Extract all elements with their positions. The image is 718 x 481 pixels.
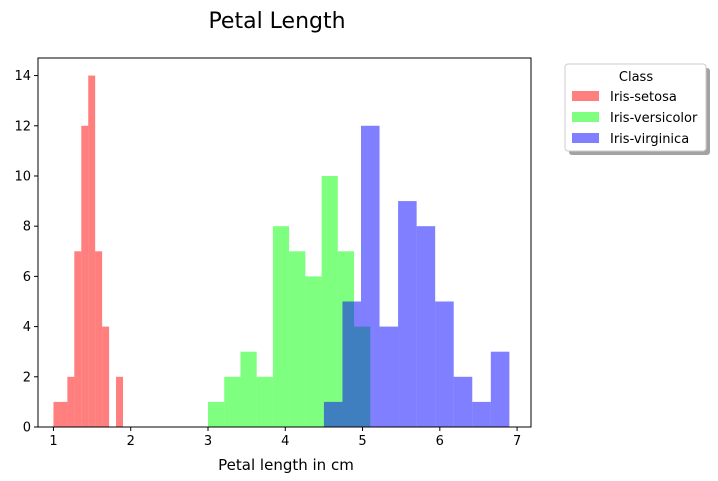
bar-iris-virginica-3 bbox=[379, 326, 399, 427]
x-tick-label: 3 bbox=[204, 434, 212, 449]
y-tick-label: 14 bbox=[14, 69, 31, 84]
legend-label: Iris-versicolor bbox=[610, 111, 698, 126]
bar-iris-setosa-1 bbox=[60, 401, 68, 427]
x-tick-label: 6 bbox=[436, 434, 444, 449]
x-tick-label: 5 bbox=[358, 434, 366, 449]
bar-iris-virginica-7 bbox=[453, 376, 473, 427]
bar-iris-versicolor-3 bbox=[256, 376, 273, 427]
bar-iris-setosa-2 bbox=[67, 376, 75, 427]
bar-iris-setosa-0 bbox=[53, 401, 61, 427]
x-axis: 1 2 3 4 5 6 7 bbox=[49, 427, 521, 449]
bar-iris-versicolor-7 bbox=[321, 175, 338, 427]
bar-iris-setosa-6 bbox=[95, 251, 103, 427]
legend-swatch bbox=[572, 112, 599, 122]
x-axis-label: Petal length in cm bbox=[218, 456, 354, 474]
y-tick-label: 2 bbox=[23, 370, 31, 385]
legend-swatch bbox=[572, 91, 599, 101]
bar-iris-virginica-4 bbox=[398, 201, 417, 427]
bar-iris-versicolor-2 bbox=[240, 351, 257, 427]
bar-iris-setosa-7 bbox=[102, 326, 110, 427]
legend-entries: Iris-setosa Iris-versicolor Iris-virginica bbox=[572, 90, 698, 147]
legend-title: Class bbox=[619, 70, 653, 85]
bar-iris-virginica-9 bbox=[490, 351, 510, 427]
bar-iris-setosa-3 bbox=[74, 251, 82, 427]
plot-frame bbox=[37, 57, 532, 428]
x-tick-label: 4 bbox=[281, 434, 289, 449]
bar-iris-setosa-5 bbox=[88, 75, 96, 428]
x-tick-label: 1 bbox=[49, 434, 57, 449]
legend-box bbox=[564, 63, 707, 152]
x-tick-label: 2 bbox=[127, 434, 135, 449]
bar-iris-setosa-4 bbox=[81, 125, 89, 427]
bar-iris-virginica-1 bbox=[342, 301, 361, 427]
y-tick-label: 12 bbox=[14, 119, 31, 134]
y-tick-label: 10 bbox=[14, 169, 31, 184]
y-tick-label: 6 bbox=[23, 270, 31, 285]
legend-swatch bbox=[572, 133, 599, 143]
bar-iris-virginica-8 bbox=[472, 401, 491, 427]
histogram-bars bbox=[53, 75, 510, 428]
bar-iris-virginica-6 bbox=[435, 301, 454, 427]
bar-iris-setosa-9 bbox=[116, 376, 123, 427]
y-tick-label: 4 bbox=[23, 320, 31, 335]
legend: Class Iris-setosa Iris-versicolor Iris-vir… bbox=[564, 63, 710, 155]
bar-iris-virginica-5 bbox=[416, 226, 436, 427]
chart-title: Petal Length bbox=[208, 9, 345, 34]
bar-iris-virginica-2 bbox=[361, 125, 380, 427]
x-tick-label: 7 bbox=[513, 434, 521, 449]
bar-iris-versicolor-6 bbox=[305, 276, 322, 427]
bar-iris-virginica-0 bbox=[323, 401, 343, 427]
bar-iris-versicolor-4 bbox=[272, 226, 290, 427]
y-tick-label: 8 bbox=[23, 220, 31, 235]
legend-label: Iris-setosa bbox=[610, 90, 677, 105]
legend-label: Iris-virginica bbox=[610, 132, 689, 147]
bar-iris-versicolor-5 bbox=[289, 251, 306, 427]
y-tick-label: 0 bbox=[23, 421, 31, 436]
bar-iris-versicolor-0 bbox=[208, 401, 225, 427]
bar-iris-versicolor-1 bbox=[224, 376, 241, 427]
y-axis: 0 2 4 6 8 10 12 14 bbox=[14, 69, 38, 436]
